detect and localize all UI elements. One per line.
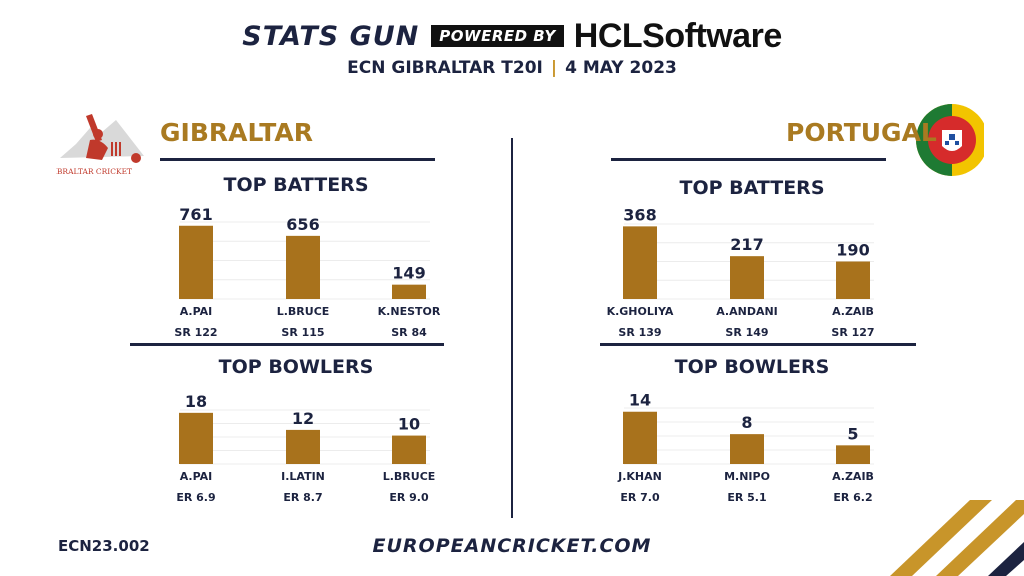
chart-svg: 761 A.PAI SR 122 656 L.BRUCE SR 115 149 K.NESTO… bbox=[174, 205, 441, 339]
gibraltar-cricket-logo: GIBRALTAR CRICKET bbox=[56, 114, 144, 176]
footer-code: ECN23.002 bbox=[58, 537, 150, 555]
section-title-batters-left: TOP BATTERS bbox=[223, 174, 369, 196]
chart-top-bowlers-portugal: 14 J.KHAN ER 7.0 8 M.NIPO ER 5.1 5 A.ZAIB ER 6.2 bbox=[604, 386, 894, 510]
value-label: 18 bbox=[185, 392, 207, 411]
bar-k-gholiya bbox=[623, 226, 657, 299]
chart-svg: 368 K.GHOLIYA SR 139 217 A.ANDANI SR 149 190 A.… bbox=[607, 205, 875, 339]
bar-i-latin bbox=[286, 429, 320, 464]
player-name-label: A.ZAIB bbox=[832, 470, 874, 483]
decorative-stripes bbox=[890, 500, 1024, 576]
bar-a-pai bbox=[179, 225, 213, 299]
player-name-label: K.GHOLIYA bbox=[607, 305, 674, 318]
match-separator: | bbox=[550, 58, 558, 78]
value-label: 149 bbox=[392, 264, 425, 283]
bar-l-bruce bbox=[392, 435, 426, 464]
value-label: 10 bbox=[398, 415, 420, 434]
rate-label: ER 8.7 bbox=[283, 491, 322, 504]
value-label: 761 bbox=[179, 205, 212, 224]
stats-gun-logo: STATS GUN bbox=[242, 20, 420, 52]
player-name-label: I.LATIN bbox=[281, 470, 325, 483]
value-label: 217 bbox=[730, 235, 763, 254]
team-name-left: GIBRALTAR bbox=[160, 118, 313, 147]
bar-k-nestor bbox=[392, 284, 426, 299]
rate-label: ER 6.2 bbox=[833, 491, 872, 504]
rate-label: ER 5.1 bbox=[727, 491, 766, 504]
rate-label: SR 127 bbox=[831, 326, 874, 339]
rate-label: SR 84 bbox=[391, 326, 427, 339]
rate-label: SR 115 bbox=[281, 326, 324, 339]
batters-rule-right bbox=[600, 343, 916, 346]
player-name-label: A.PAI bbox=[180, 470, 213, 483]
value-label: 190 bbox=[836, 241, 869, 260]
value-label: 12 bbox=[292, 409, 314, 428]
chart-top-batters-gibraltar: 761 A.PAI SR 122 656 L.BRUCE SR 115 149 K.NESTO… bbox=[160, 200, 450, 345]
rate-label: SR 139 bbox=[618, 326, 661, 339]
brand-header: STATS GUN POWERED BY HCLSoftware bbox=[0, 14, 1024, 58]
bar-a-zaib bbox=[836, 445, 870, 464]
match-date: 4 MAY 2023 bbox=[565, 58, 677, 78]
value-label: 656 bbox=[286, 215, 319, 234]
player-name-label: A.ZAIB bbox=[832, 305, 874, 318]
chart-svg: 18 A.PAI ER 6.9 12 I.LATIN ER 8.7 10 L.BRUCE ER … bbox=[176, 392, 436, 504]
match-name: ECN GIBRALTAR T20I bbox=[347, 58, 543, 78]
bar-a-andani bbox=[730, 256, 764, 299]
bar-m-nipo bbox=[730, 434, 764, 464]
player-name-label: A.PAI bbox=[180, 305, 213, 318]
section-title-bowlers-right: TOP BOWLERS bbox=[674, 356, 830, 378]
sponsor-logo: HCLSoftware bbox=[573, 16, 782, 55]
portugal-cricket-logo bbox=[916, 104, 984, 176]
gibraltar-logo-text: GIBRALTAR CRICKET bbox=[56, 167, 132, 176]
section-title-batters-right: TOP BATTERS bbox=[679, 177, 825, 199]
player-name-label: K.NESTOR bbox=[378, 305, 441, 318]
rate-label: ER 7.0 bbox=[620, 491, 660, 504]
player-name-label: M.NIPO bbox=[724, 470, 770, 483]
value-label: 8 bbox=[741, 413, 752, 432]
bar-l-bruce bbox=[286, 235, 320, 299]
bar-a-zaib bbox=[836, 261, 870, 299]
value-label: 14 bbox=[629, 391, 651, 410]
team-name-right: PORTUGAL bbox=[786, 118, 937, 147]
batters-rule-left bbox=[130, 343, 444, 346]
value-label: 368 bbox=[623, 205, 656, 224]
team-underline-left bbox=[160, 158, 435, 161]
value-label: 5 bbox=[847, 424, 858, 443]
player-name-label: L.BRUCE bbox=[383, 470, 436, 483]
bar-a-pai bbox=[179, 412, 213, 464]
chart-svg: 14 J.KHAN ER 7.0 8 M.NIPO ER 5.1 5 A.ZAIB ER 6.2 bbox=[617, 391, 874, 504]
center-divider bbox=[511, 138, 513, 518]
footer-website-link[interactable]: EUROPEANCRICKET.COM bbox=[372, 535, 652, 557]
rate-label: SR 149 bbox=[725, 326, 768, 339]
section-title-bowlers-left: TOP BOWLERS bbox=[218, 356, 374, 378]
player-name-label: J.KHAN bbox=[617, 470, 662, 483]
bar-j-khan bbox=[623, 411, 657, 464]
match-subtitle: ECN GIBRALTAR T20I | 4 MAY 2023 bbox=[0, 58, 1024, 78]
team-underline-right bbox=[611, 158, 886, 161]
chart-top-bowlers-gibraltar: 18 A.PAI ER 6.9 12 I.LATIN ER 8.7 10 L.BRUCE ER … bbox=[160, 386, 450, 510]
rate-label: ER 6.9 bbox=[176, 491, 215, 504]
chart-top-batters-portugal: 368 K.GHOLIYA SR 139 217 A.ANDANI SR 149 190 A.… bbox=[604, 200, 894, 345]
rate-label: SR 122 bbox=[174, 326, 217, 339]
powered-by-badge: POWERED BY bbox=[431, 25, 564, 47]
player-name-label: A.ANDANI bbox=[716, 305, 778, 318]
rate-label: ER 9.0 bbox=[389, 491, 429, 504]
player-name-label: L.BRUCE bbox=[277, 305, 330, 318]
